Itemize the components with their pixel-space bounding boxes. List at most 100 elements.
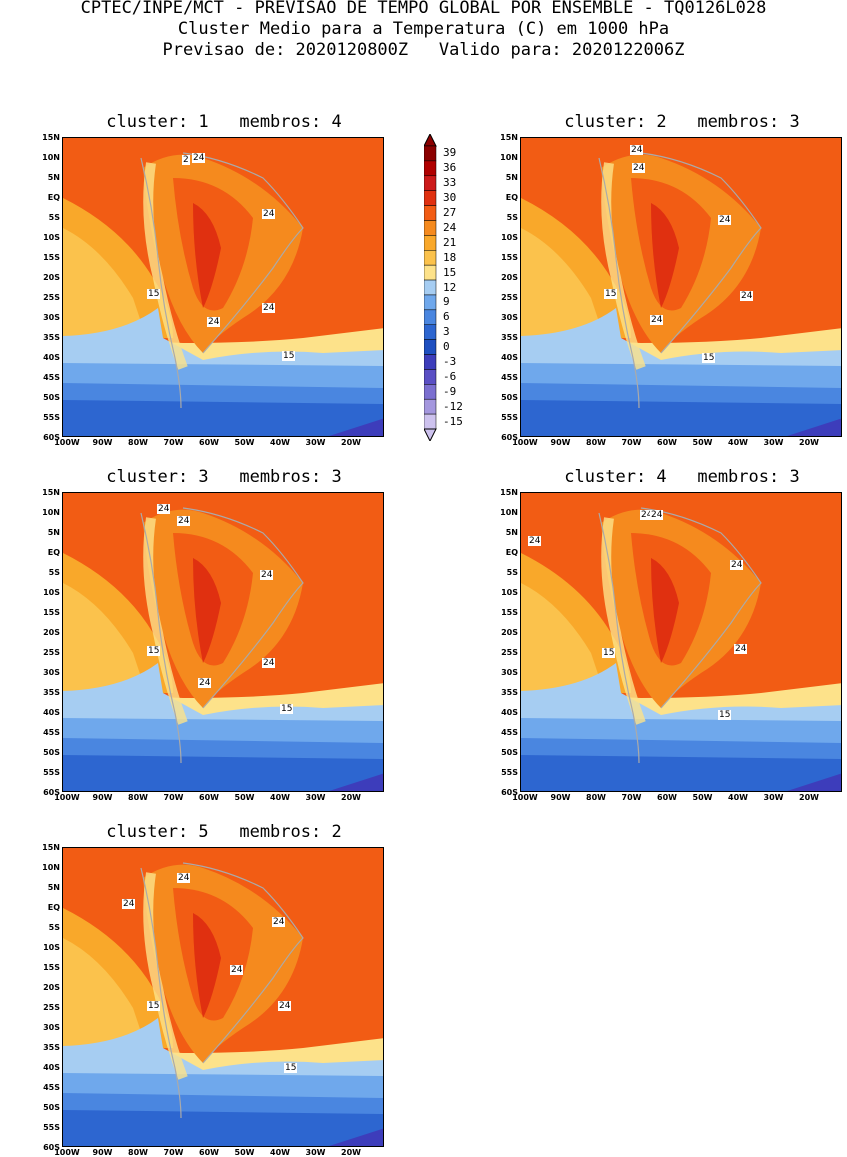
band-3 [63, 755, 383, 791]
lat-tick-label: 60S [43, 1143, 60, 1152]
band-3 [521, 400, 841, 436]
lat-tick-label: 25S [501, 648, 518, 657]
colorbar-level-label: 24 [443, 220, 457, 234]
colorbar-top-arrow [424, 134, 437, 147]
lon-tick-label: 50W [234, 438, 255, 447]
colorbar-level-label: -6 [443, 369, 457, 383]
colorbar-swatch [424, 324, 437, 340]
land-30 [651, 203, 679, 308]
contour-label: 24 [262, 209, 276, 219]
lon-tick-label: 100W [54, 1148, 80, 1157]
contour-label: 15 [147, 1001, 161, 1011]
contour-label: 24 [278, 1001, 292, 1011]
lat-tick-label: 35S [501, 333, 518, 342]
lat-tick-label: 5N [47, 173, 60, 182]
lat-tick-label: EQ [47, 548, 60, 557]
lat-tick-label: 50S [501, 393, 518, 402]
colorbar-swatch [424, 279, 437, 296]
temperature-map [62, 847, 384, 1147]
lon-tick-label: 100W [512, 793, 538, 802]
lat-tick-label: 45S [501, 728, 518, 737]
lon-tick-label: 90W [550, 793, 571, 802]
contour-label: 15 [604, 289, 618, 299]
lat-tick-label: 15S [43, 963, 60, 972]
lat-tick-label: 50S [43, 748, 60, 757]
lon-tick-label: 80W [128, 438, 148, 447]
lat-tick-label: 30S [43, 668, 60, 677]
lat-tick-label: 45S [501, 373, 518, 382]
lat-tick-label: 15S [501, 253, 518, 262]
lon-tick-label: 90W [92, 1148, 113, 1157]
colorbar-swatch [424, 205, 437, 221]
lat-tick-label: 55S [43, 768, 60, 777]
colorbar-level-label: 9 [443, 295, 450, 309]
panel-title: cluster: 2 membros: 3 [564, 112, 800, 132]
header-line-1: CPTEC/INPE/MCT - PREVISAO DE TEMPO GLOBA… [80, 0, 767, 18]
contour-label: 24 [230, 965, 244, 975]
lat-tick-label: 5S [48, 923, 60, 932]
lat-tick-label: 10S [43, 233, 60, 242]
andes-ridge [143, 517, 188, 725]
lon-tick-label: 100W [54, 438, 80, 447]
land-30 [193, 913, 221, 1018]
lat-tick-label: 45S [43, 728, 60, 737]
lat-tick-label: 40S [43, 708, 60, 717]
lat-tick-label: 30S [501, 668, 518, 677]
contour-label: 15 [147, 289, 161, 299]
lat-tick-label: 55S [501, 768, 518, 777]
lat-tick-label: 60S [43, 433, 60, 442]
lat-tick-label: 35S [43, 688, 60, 697]
lat-tick-label: 60S [501, 433, 518, 442]
lat-tick-label: 5S [506, 213, 518, 222]
lat-tick-label: EQ [47, 193, 60, 202]
lon-tick-label: 40W [270, 793, 290, 802]
contour-label: 24 [632, 163, 646, 173]
contour-label: 24 [740, 291, 754, 301]
contour-label: 15 [282, 351, 296, 361]
lon-tick-label: 70W [163, 1148, 184, 1157]
lat-tick-label: 20S [501, 628, 518, 637]
panel-title: cluster: 1 membros: 4 [106, 112, 342, 132]
lon-tick-label: 80W [586, 438, 606, 447]
colorbar-swatch [424, 339, 437, 355]
contour-label: 24 [192, 153, 206, 163]
lat-tick-label: 30S [501, 313, 518, 322]
colorbar-swatch [424, 384, 437, 400]
lat-tick-label: 5N [505, 173, 518, 182]
lat-tick-label: 30S [43, 313, 60, 322]
contour-label: 24 [207, 317, 221, 327]
lon-tick-label: 20W [799, 438, 819, 447]
contour-label: 24 [730, 560, 744, 570]
lat-tick-label: 55S [43, 1123, 60, 1132]
andes-ridge [601, 517, 646, 725]
map-graphic [63, 138, 383, 436]
colorbar-level-label: 15 [443, 265, 457, 279]
lon-tick-label: 60W [199, 1148, 219, 1157]
lat-tick-label: 5S [48, 568, 60, 577]
lon-tick-label: 90W [550, 438, 571, 447]
lat-tick-label: 15S [43, 608, 60, 617]
colorbar-swatch [424, 398, 437, 415]
lon-tick-label: 20W [341, 1148, 361, 1157]
lon-tick-label: 40W [270, 438, 290, 447]
band-18 [521, 583, 601, 693]
colorbar-swatch [424, 294, 437, 311]
lon-tick-label: 30W [763, 793, 784, 802]
coastline [598, 507, 762, 764]
colorbar-swatch [424, 354, 437, 370]
lat-tick-label: 10S [43, 943, 60, 952]
coastline [598, 152, 762, 409]
band-minus-3 [329, 773, 383, 791]
contour-label: 24 [272, 917, 286, 927]
lat-tick-label: 25S [501, 293, 518, 302]
lat-tick-label: 55S [501, 413, 518, 422]
colorbar-bottom-arrow [424, 428, 437, 441]
colorbar-level-label: -12 [443, 399, 463, 413]
band-minus-3 [329, 1128, 383, 1146]
lon-tick-label: 20W [341, 793, 361, 802]
map-graphic [63, 493, 383, 791]
lon-tick-label: 30W [305, 793, 326, 802]
lat-tick-label: 5N [47, 883, 60, 892]
coastline [140, 862, 304, 1119]
coastline [140, 152, 304, 409]
